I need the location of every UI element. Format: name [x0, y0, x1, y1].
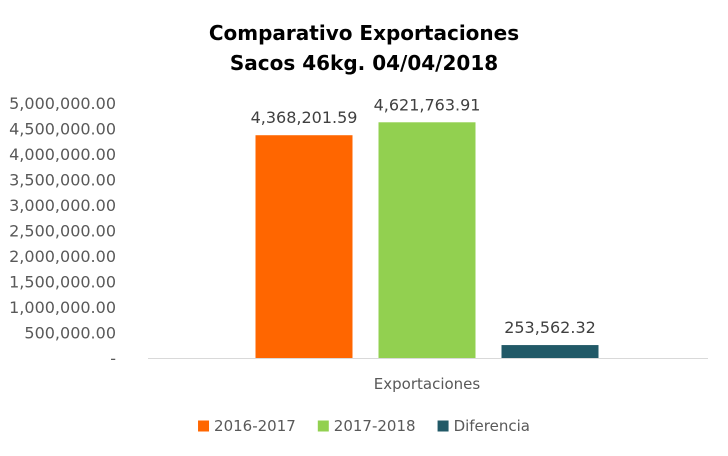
y-tick-label: 3,500,000.00 — [9, 171, 116, 190]
y-tick-label: 1,500,000.00 — [9, 273, 116, 292]
y-axis: - 500,000.00 1,000,000.00 1,500,000.00 2,000… — [9, 94, 116, 368]
y-tick-label: 3,000,000.00 — [9, 196, 116, 215]
y-tick-label: 500,000.00 — [24, 324, 116, 343]
legend: 2016-2017 2017-2018 Diferencia — [198, 417, 530, 435]
data-label-2016-2017: 4,368,201.59 — [251, 108, 358, 127]
data-labels: 4,368,201.59 4,621,763.91 253,562.32 — [251, 95, 596, 337]
bars — [255, 122, 599, 358]
bar-2016-2017 — [255, 135, 353, 358]
legend-swatch-2017-2018 — [317, 420, 329, 432]
y-tick-label: 2,500,000.00 — [9, 222, 116, 241]
category-label-exportaciones: Exportaciones — [374, 375, 481, 393]
legend-swatch-2016-2017 — [198, 420, 210, 432]
data-label-diferencia: 253,562.32 — [504, 318, 596, 337]
legend-label-2017-2018: 2017-2018 — [334, 417, 416, 435]
y-tick-label: 1,000,000.00 — [9, 298, 116, 317]
y-tick-label: - — [110, 349, 116, 368]
legend-swatch-diferencia — [437, 420, 449, 432]
chart-subtitle: Sacos 46kg. 04/04/2018 — [230, 51, 498, 75]
y-tick-label: 5,000,000.00 — [9, 94, 116, 113]
bar-2017-2018 — [378, 122, 476, 358]
chart-title: Comparativo Exportaciones — [209, 21, 519, 45]
y-tick-label: 4,500,000.00 — [9, 120, 116, 139]
legend-label-diferencia: Diferencia — [454, 417, 530, 435]
y-tick-label: 2,000,000.00 — [9, 247, 116, 266]
data-label-2017-2018: 4,621,763.91 — [374, 95, 481, 114]
y-tick-label: 4,000,000.00 — [9, 145, 116, 164]
bar-diferencia — [501, 345, 599, 358]
legend-label-2016-2017: 2016-2017 — [214, 417, 296, 435]
